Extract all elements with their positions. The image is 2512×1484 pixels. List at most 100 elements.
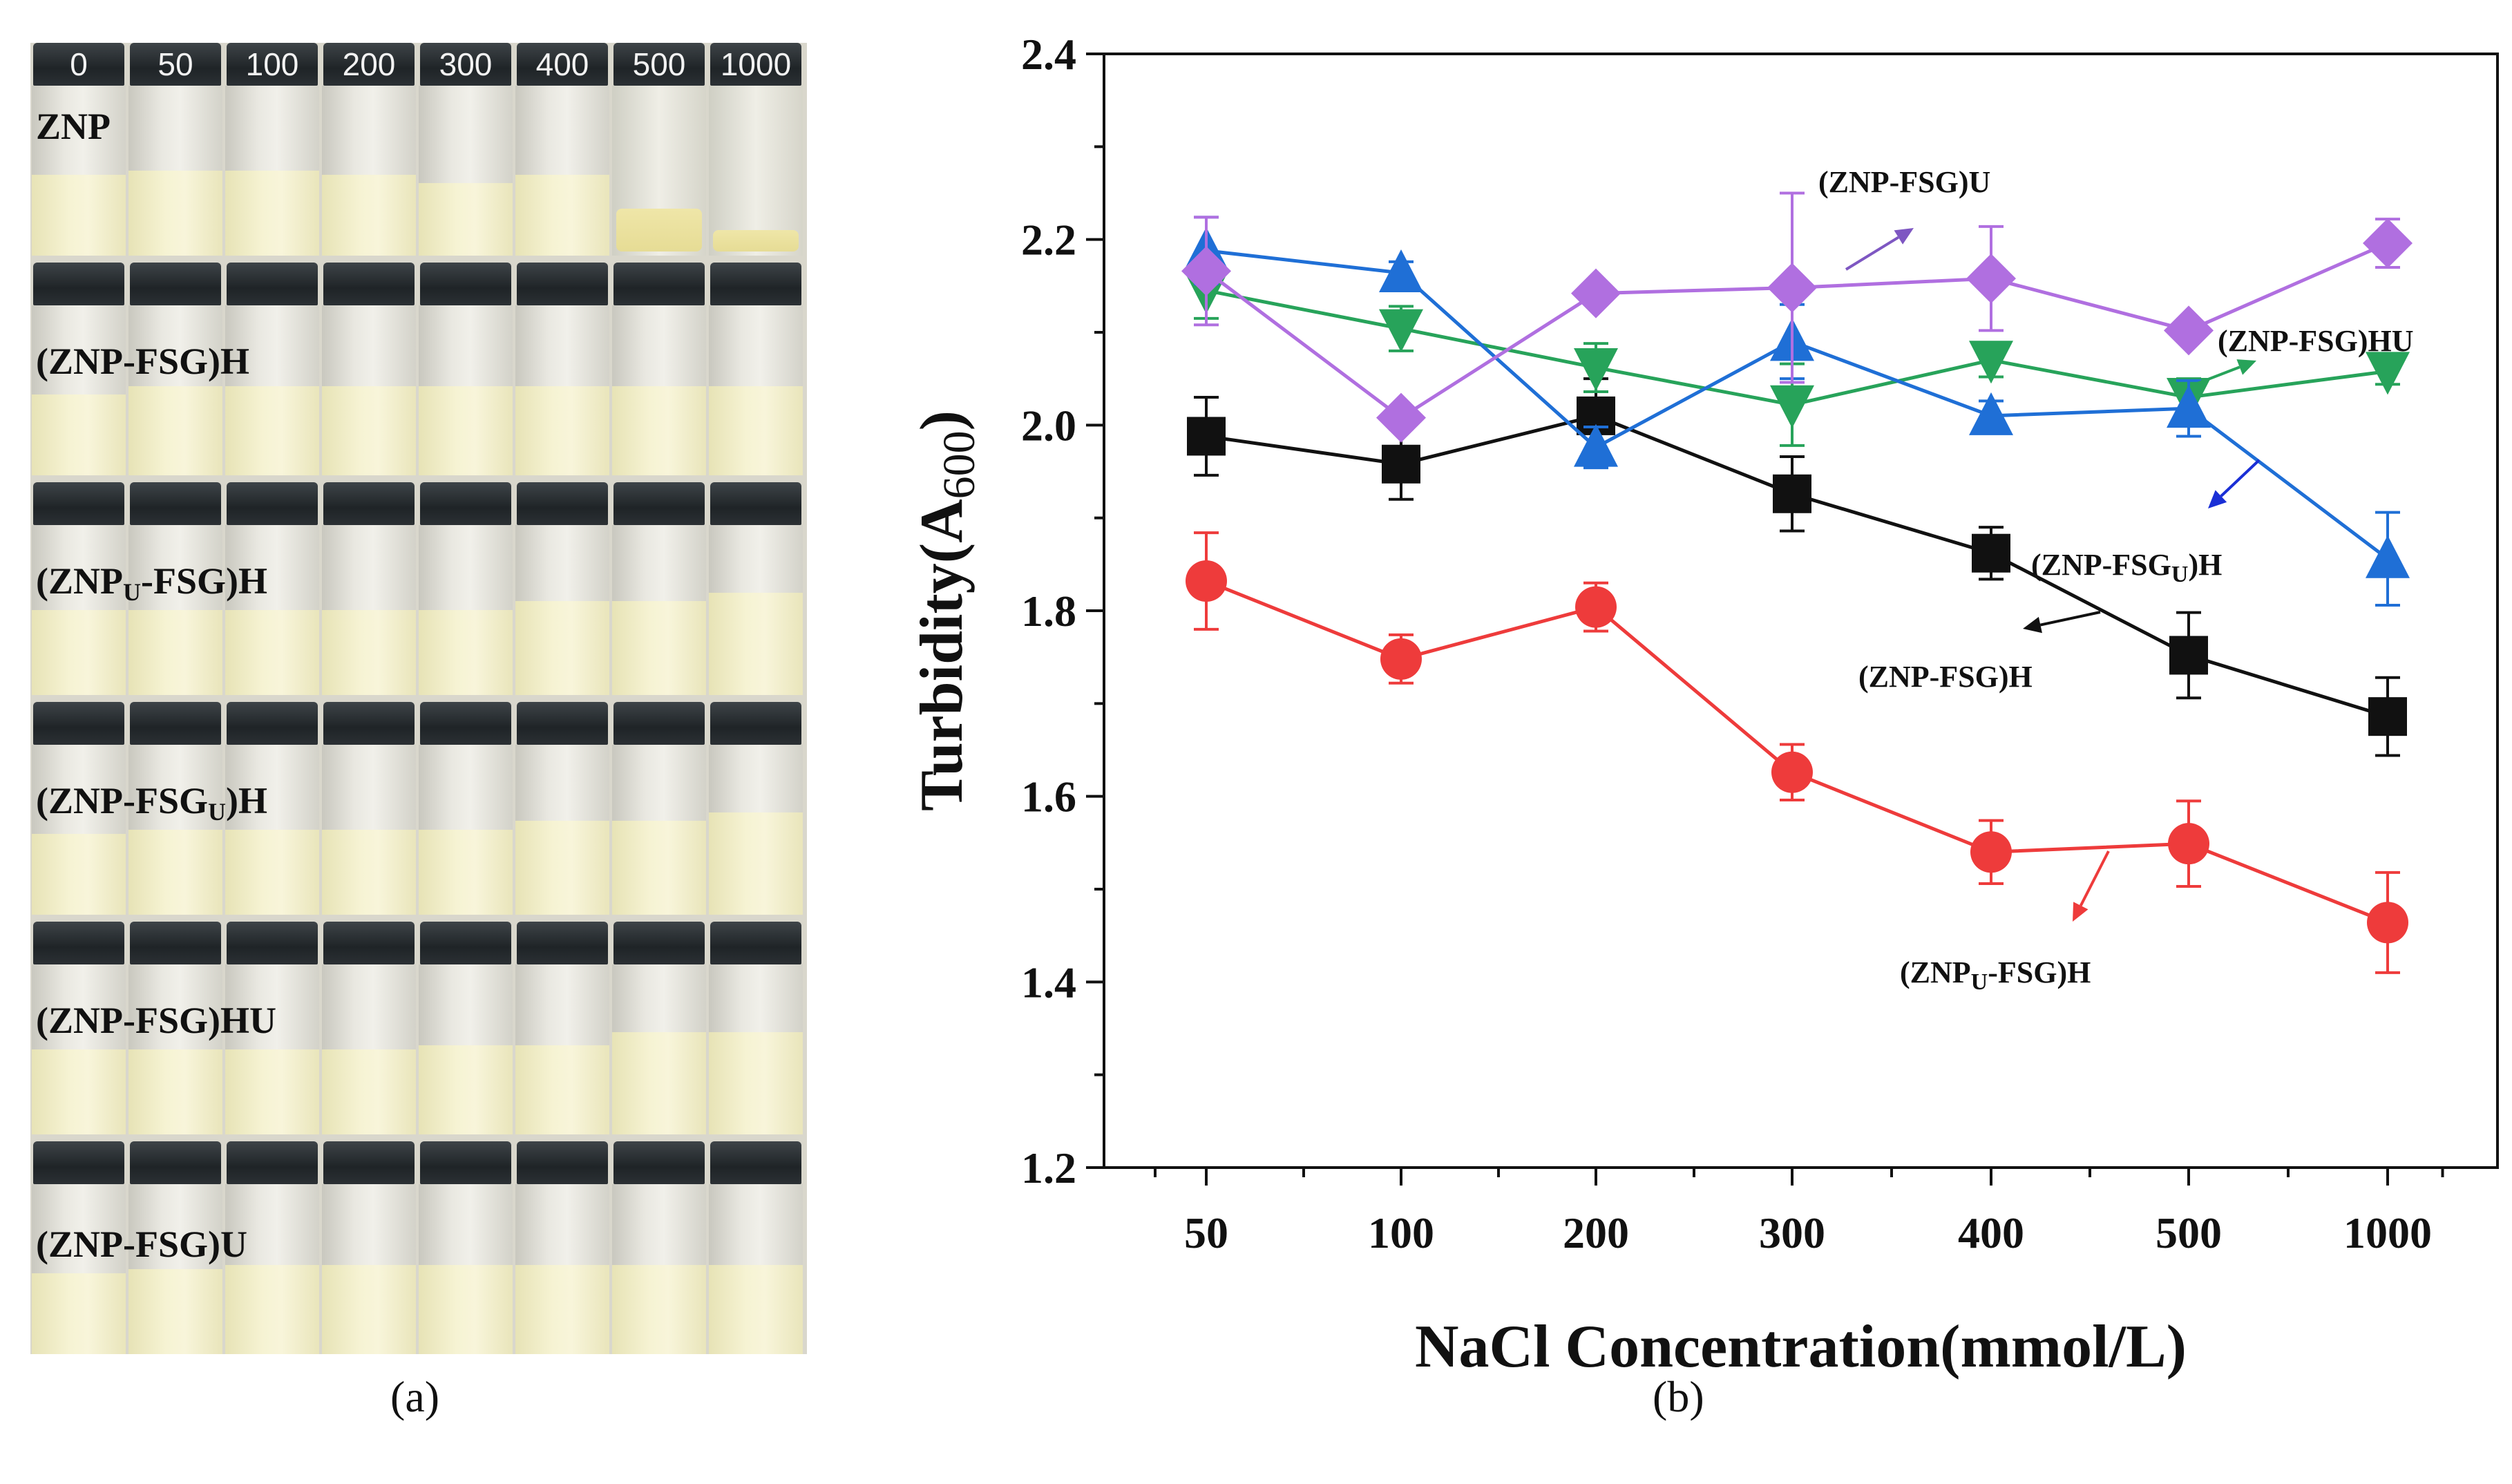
data-point-diamond bbox=[1376, 392, 1426, 443]
x-tick-label: 50 bbox=[1184, 1208, 1228, 1257]
y-tick-label: 1.2 bbox=[1021, 1143, 1076, 1192]
data-point-circle bbox=[1380, 638, 1422, 680]
data-point-triangle-down bbox=[1969, 341, 2013, 384]
annotation-arrow-head bbox=[2236, 359, 2256, 375]
data-point-diamond bbox=[1181, 246, 1231, 296]
vial bbox=[611, 1141, 707, 1354]
data-point-triangle-down bbox=[2366, 352, 2410, 395]
data-point-triangle-up bbox=[1969, 392, 2013, 435]
x-tick-label: 400 bbox=[1958, 1208, 2024, 1257]
vial-row-label: (ZNPU-FSG)H bbox=[36, 560, 267, 606]
annotation-arrow-head bbox=[2208, 490, 2227, 508]
series-layer bbox=[1181, 191, 2413, 974]
vial bbox=[611, 482, 707, 695]
y-tick-label: 1.6 bbox=[1021, 772, 1076, 821]
vial bbox=[707, 482, 804, 695]
vial bbox=[611, 43, 707, 256]
vial bbox=[321, 482, 417, 695]
vial bbox=[321, 922, 417, 1134]
x-tick-label: 300 bbox=[1759, 1208, 1825, 1257]
annotation: (ZNP-FSGU)H bbox=[2031, 459, 2261, 587]
vial-row-label: (ZNP-FSGU)H bbox=[36, 780, 267, 826]
annotation: (ZNP-FSG)HU bbox=[2195, 324, 2414, 386]
vial bbox=[321, 263, 417, 475]
y-tick-label: 2.4 bbox=[1021, 30, 1076, 79]
vial bbox=[30, 702, 127, 915]
series-4 bbox=[1181, 191, 2413, 443]
concentration-label: 0 bbox=[70, 46, 88, 82]
annotation-arrow-line bbox=[2040, 611, 2101, 627]
concentration-label: 500 bbox=[632, 46, 686, 82]
concentration-label: 300 bbox=[439, 46, 493, 82]
vial bbox=[30, 482, 127, 695]
data-point-circle bbox=[1186, 560, 1227, 602]
caption-a: (a) bbox=[390, 1372, 440, 1421]
data-point-triangle-up bbox=[2366, 535, 2410, 578]
data-point-triangle-up bbox=[2167, 385, 2211, 428]
vial bbox=[707, 922, 804, 1134]
annotation-arrow-line bbox=[2195, 365, 2240, 386]
vial-row-label: (ZNP-FSG)U bbox=[36, 1224, 247, 1265]
data-point-triangle-down bbox=[1770, 385, 1814, 428]
y-axis-title: Turbidity(A600) bbox=[908, 410, 984, 811]
data-point-circle bbox=[1970, 831, 2012, 873]
vial-row-label: ZNP bbox=[36, 106, 111, 147]
annotation-arrow-head bbox=[2073, 902, 2088, 922]
data-point-square bbox=[1187, 417, 1226, 456]
vial-row-label: (ZNP-FSG)HU bbox=[36, 1000, 276, 1041]
vial bbox=[127, 702, 224, 915]
annotation-label: (ZNP-FSGU)H bbox=[2031, 548, 2222, 587]
series-1 bbox=[1186, 531, 2408, 974]
vial bbox=[127, 43, 224, 256]
vial bbox=[611, 263, 707, 475]
annotation-arrow-head bbox=[1894, 228, 1914, 245]
vial bbox=[707, 702, 804, 915]
series-0 bbox=[1187, 377, 2407, 757]
data-point-diamond bbox=[1767, 263, 1817, 313]
data-point-square bbox=[1773, 474, 1811, 513]
x-axis-title: NaCl Concentration(mmol/L) bbox=[1415, 1313, 2187, 1380]
annotation-label: (ZNP-FSG)HU bbox=[2218, 324, 2414, 358]
vial bbox=[30, 43, 127, 256]
annotation-arrow-head bbox=[2023, 616, 2042, 634]
data-point-circle bbox=[1575, 586, 1617, 628]
annotation-arrow-line bbox=[2080, 850, 2110, 906]
vial bbox=[514, 263, 611, 475]
vial bbox=[417, 482, 514, 695]
data-point-diamond bbox=[1966, 254, 2016, 304]
concentration-label: 400 bbox=[535, 46, 589, 82]
vial bbox=[224, 263, 321, 475]
vial bbox=[224, 922, 321, 1134]
vial-row: ZNP bbox=[30, 43, 807, 256]
vial-row-label: (ZNP-FSG)H bbox=[36, 341, 249, 382]
vial bbox=[417, 43, 514, 256]
annotation: (ZNPU-FSG)H bbox=[1900, 850, 2110, 995]
vial bbox=[707, 263, 804, 475]
vial bbox=[30, 263, 127, 475]
vial bbox=[224, 43, 321, 256]
vial-row: (ZNP-FSG)U bbox=[30, 1141, 807, 1354]
vial bbox=[127, 482, 224, 695]
vial bbox=[417, 702, 514, 915]
data-point-circle bbox=[2168, 823, 2209, 865]
vial-row: (ZNP-FSGU)H bbox=[30, 702, 807, 915]
data-point-diamond bbox=[1571, 268, 1621, 318]
data-point-triangle-down bbox=[1574, 348, 1618, 392]
vial bbox=[127, 1141, 224, 1354]
annotation-layer: (ZNP-FSG)U (ZNP-FSG)HU (ZNP-FSGU)H (ZNP-FSG… bbox=[1818, 165, 2414, 995]
x-tick-label: 200 bbox=[1563, 1208, 1629, 1257]
axes-layer: 1.2 1.4 1.6 1.8 2.0 2.2 2.4 50 100 200 300 400 500 10… bbox=[908, 30, 2499, 1380]
vial bbox=[514, 702, 611, 915]
data-point-square bbox=[1382, 444, 1420, 484]
y-tick-label: 2.0 bbox=[1021, 401, 1076, 450]
x-tick-label: 500 bbox=[2156, 1208, 2222, 1257]
annotation-arrow-line bbox=[1845, 236, 1899, 271]
vial bbox=[611, 702, 707, 915]
vial bbox=[30, 922, 127, 1134]
vial bbox=[30, 1141, 127, 1354]
vial bbox=[127, 263, 224, 475]
data-point-diamond bbox=[2164, 305, 2214, 356]
vial bbox=[321, 43, 417, 256]
data-point-triangle-down bbox=[1379, 309, 1423, 352]
y-tick-label: 1.4 bbox=[1021, 958, 1076, 1007]
